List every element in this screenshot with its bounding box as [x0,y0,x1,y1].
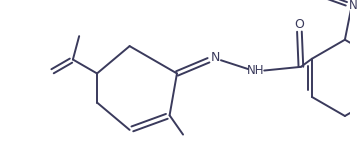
Text: NH: NH [247,64,264,77]
Text: +: + [358,0,362,2]
Text: N: N [349,0,358,12]
Text: O: O [295,18,304,31]
Text: N: N [210,51,220,64]
